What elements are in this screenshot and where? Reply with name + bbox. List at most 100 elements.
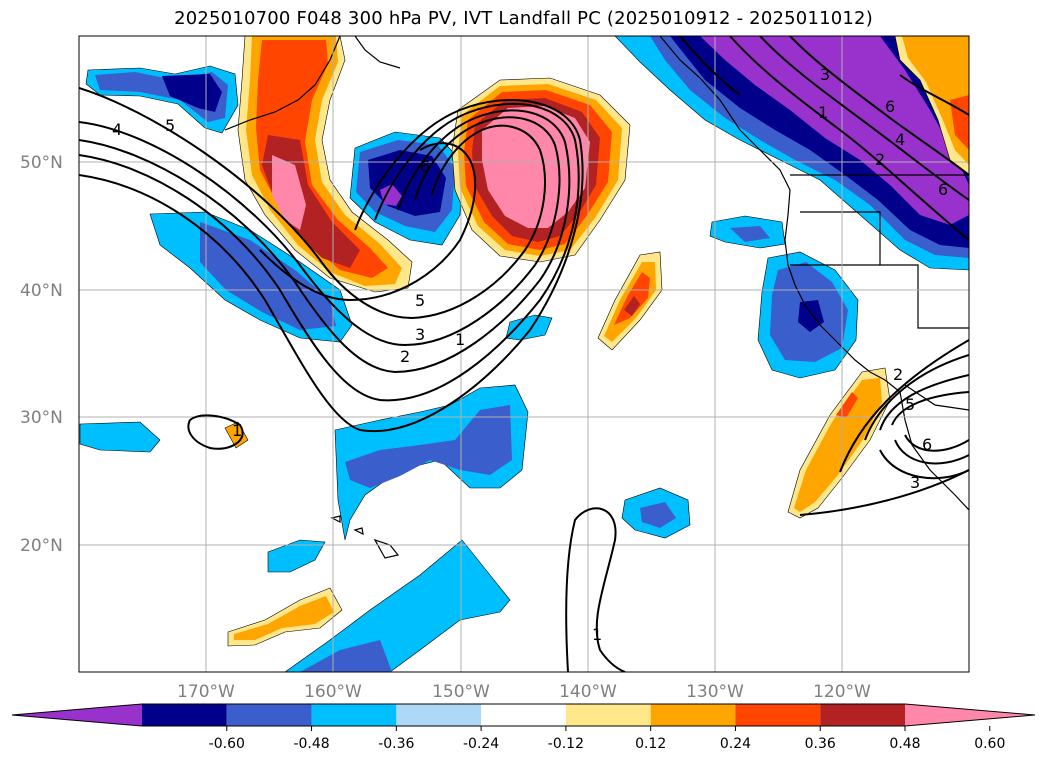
contour-line	[799, 469, 969, 516]
shade-patch	[79, 421, 161, 453]
coastline	[354, 36, 401, 69]
colorbar: -0.60 -0.48 -0.36 -0.24 -0.12 0.12 0.24 0.36 0.4…	[11, 703, 1036, 752]
lat-label: 50°N	[20, 153, 63, 173]
lon-label: 140°W	[559, 682, 617, 702]
colorbar-tick-label: 0.36	[805, 736, 836, 752]
island	[373, 538, 400, 559]
shade-patch	[640, 502, 676, 528]
contour-label: 6	[885, 97, 895, 116]
contour-line	[879, 449, 969, 480]
colorbar-tick-label: -0.12	[548, 736, 584, 752]
colorbar-segment	[650, 704, 736, 726]
colorbar-tick-label: 0.12	[635, 736, 666, 752]
map-frame	[78, 35, 970, 673]
lat-label: 20°N	[20, 536, 63, 556]
island	[330, 515, 341, 523]
shade-patch	[614, 272, 650, 325]
colorbar-segment	[226, 704, 312, 726]
shade-patch	[272, 155, 306, 230]
colorbar-outline	[11, 703, 1036, 727]
longitude-labels: 170°W 160°W 150°W 140°W 130°W 120°W	[177, 682, 871, 702]
border	[904, 384, 969, 411]
colorbar-segment	[820, 704, 905, 726]
contour-label: 3	[820, 65, 830, 84]
gridlines	[79, 36, 969, 672]
shade-patch	[902, 36, 969, 165]
contour-line	[79, 102, 580, 402]
lat-label: 30°N	[20, 408, 63, 428]
latitude-labels: 50°N 40°N 30°N 20°N	[20, 153, 63, 556]
shade-patch	[300, 640, 392, 672]
border	[800, 211, 969, 329]
shade-patch	[730, 226, 770, 242]
ivt-contours	[79, 36, 969, 672]
contour-label: 4	[112, 120, 122, 139]
contour-line	[187, 414, 244, 450]
shade-patch	[700, 36, 969, 225]
contour-label: 1	[455, 330, 465, 349]
contour-line	[894, 439, 969, 465]
shade-patch	[284, 539, 511, 672]
shade-patch	[345, 405, 512, 488]
shade-patch	[200, 222, 336, 330]
shade-patch	[234, 596, 334, 640]
contour-label: 1	[818, 103, 828, 122]
map-plot-area: 4 5 6 5 3 2 1 3 1 6 4 2 6 1 1 2 5 6 3	[79, 36, 969, 672]
contour-line	[79, 99, 584, 433]
contour-label: 1	[232, 421, 242, 440]
contour-line	[259, 142, 477, 302]
contour-line	[79, 87, 546, 320]
colorbar-tick-label: 0.60	[974, 736, 1005, 752]
colorbar-tick-label: 0.48	[889, 736, 920, 752]
island	[353, 527, 364, 536]
lon-label: 170°W	[177, 682, 235, 702]
contour-label: 6	[922, 435, 932, 454]
contour-label: 6	[420, 157, 430, 176]
contour-line	[864, 354, 969, 441]
contour-line	[904, 434, 969, 452]
colorbar-extend-min	[12, 704, 142, 726]
shade-patch	[624, 296, 640, 316]
contour-line	[79, 116, 561, 347]
contour-line	[759, 36, 969, 201]
colorbar-tick-label: -0.48	[293, 736, 329, 752]
colorbar-tick-label: 0.24	[720, 736, 751, 752]
contour-line	[879, 374, 969, 431]
shade-patch	[267, 539, 326, 573]
shade-patch	[224, 421, 249, 449]
coastline	[224, 36, 341, 131]
contour-label: 5	[165, 116, 175, 135]
shade-patch	[794, 378, 882, 512]
colorbar-segment	[735, 704, 821, 726]
colorbar-tick-label: -0.24	[463, 736, 499, 752]
contour-label: 6	[938, 180, 948, 199]
shade-patch	[380, 184, 402, 206]
contour-line	[79, 109, 571, 374]
contour-line	[891, 391, 969, 426]
coastlines	[224, 36, 969, 559]
colorbar-segment	[565, 704, 651, 726]
contour-label: 2	[893, 365, 903, 384]
contour-label: 4	[895, 130, 905, 149]
contour-line	[839, 339, 969, 473]
shade-patch	[162, 74, 222, 112]
colorbar-segment	[311, 704, 397, 726]
contour-label: 2	[875, 150, 885, 169]
colorbar-tick-label: -0.36	[378, 736, 414, 752]
contour-line	[565, 507, 626, 672]
lon-label: 150°W	[432, 682, 490, 702]
contour-label: 2	[400, 347, 410, 366]
lat-label: 40°N	[20, 281, 63, 301]
shade-patch	[798, 300, 824, 332]
lon-label: 130°W	[686, 682, 744, 702]
contour-line	[679, 36, 741, 96]
contour-line	[899, 74, 969, 116]
lon-label: 120°W	[813, 682, 871, 702]
contour-label: 5	[905, 395, 915, 414]
coastline	[659, 36, 969, 511]
contour-labels: 4 5 6 5 3 2 1 3 1 6 4 2 6 1 1 2 5 6 3	[112, 65, 948, 644]
contour-label: 5	[415, 291, 425, 310]
colorbar-tick-label: -0.60	[209, 736, 245, 752]
colorbar-segment	[142, 704, 227, 726]
